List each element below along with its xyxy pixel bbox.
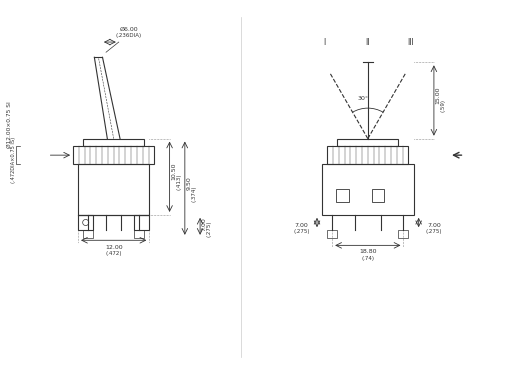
Bar [327, 230, 337, 238]
Bar [134, 230, 144, 238]
Text: (.413): (.413) [176, 174, 181, 190]
Text: 7.00: 7.00 [202, 217, 207, 231]
Text: 18.80: 18.80 [359, 250, 376, 255]
Text: I: I [324, 38, 326, 47]
Text: (.275): (.275) [207, 220, 211, 237]
Text: (.374): (.374) [191, 185, 197, 202]
Text: (.472): (.472) [105, 252, 122, 257]
Text: 7.00: 7.00 [427, 223, 441, 228]
Text: 9.50: 9.50 [186, 176, 191, 190]
Text: (.236DIA): (.236DIA) [116, 33, 142, 38]
Text: (.74): (.74) [361, 255, 374, 260]
Bar [337, 139, 398, 146]
Text: Ø6.00: Ø6.00 [120, 27, 138, 32]
Text: III: III [408, 38, 414, 47]
Text: II: II [366, 38, 370, 47]
Bar [322, 164, 414, 215]
Text: (.59): (.59) [440, 99, 445, 112]
Bar [134, 215, 150, 230]
Bar [78, 164, 150, 215]
Text: 30°: 30° [357, 96, 368, 101]
Bar [83, 139, 144, 146]
Bar [398, 230, 409, 238]
Bar [83, 230, 93, 238]
Bar [327, 146, 409, 164]
Bar [73, 146, 154, 164]
Text: (.275): (.275) [425, 229, 442, 234]
Text: 15.00: 15.00 [435, 87, 440, 104]
Text: (.275): (.275) [293, 229, 310, 234]
Text: 7.00: 7.00 [295, 223, 309, 228]
Bar [336, 189, 349, 202]
Text: 10.50: 10.50 [171, 163, 176, 180]
Bar [78, 215, 93, 230]
Bar [372, 189, 385, 202]
Text: Ø12.00×0.75 SI: Ø12.00×0.75 SI [7, 101, 12, 148]
Text: (.472DIA×0.75 IS): (.472DIA×0.75 IS) [11, 137, 16, 183]
Text: 12.00: 12.00 [105, 245, 122, 250]
